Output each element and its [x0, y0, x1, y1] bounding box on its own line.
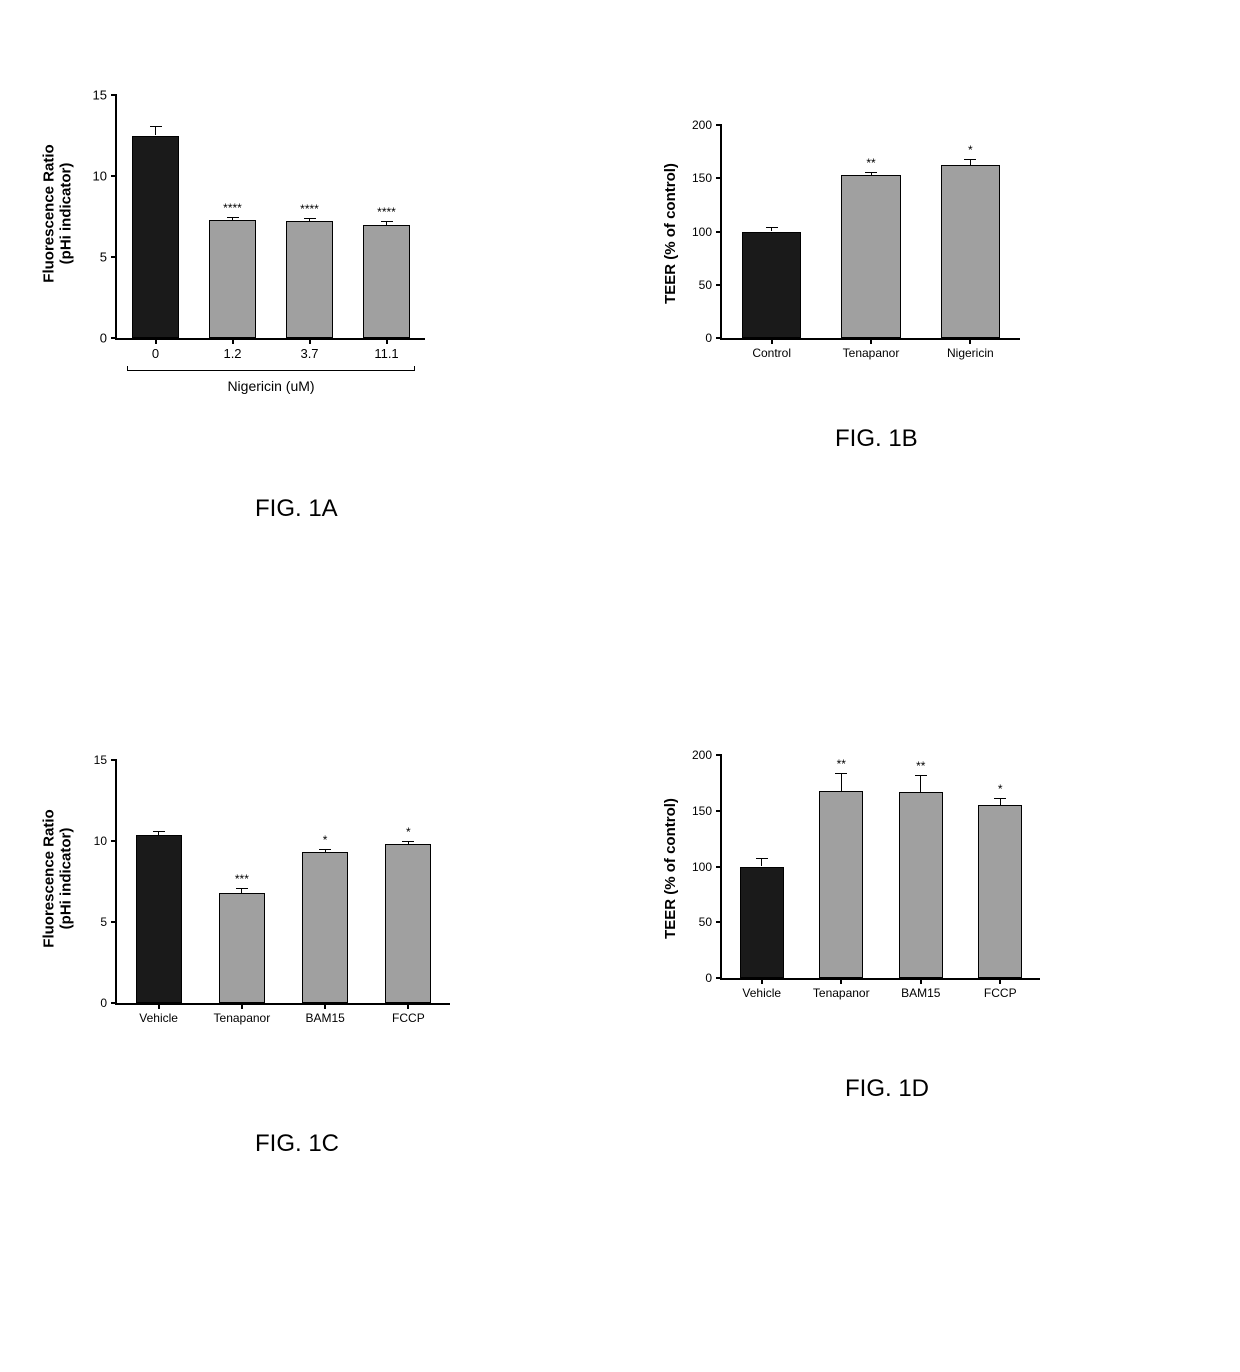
ytick-label: 200	[692, 748, 712, 762]
fig-1b-plot: 050100150200Control**Tenapanor*Nigericin	[720, 125, 1020, 340]
significance-marker: *	[323, 833, 328, 847]
ytick-label: 10	[94, 834, 107, 848]
ytick-label: 0	[705, 971, 712, 985]
fig-1d-plot: 050100150200Vehicle**Tenapanor**BAM15*FC…	[720, 755, 1040, 980]
fig-1a-caption: FIG. 1A	[255, 495, 338, 523]
ytick-label: 150	[692, 804, 712, 818]
fig-1d-caption: FIG. 1D	[845, 1075, 929, 1103]
significance-marker: ***	[235, 872, 249, 886]
ytick-label: 0	[100, 331, 107, 346]
chart-bar	[941, 165, 1001, 338]
ytick-label: 200	[692, 118, 712, 132]
significance-marker: *	[968, 143, 973, 157]
xtick-label: Tenapanor	[843, 346, 900, 360]
ytick-label: 50	[699, 278, 712, 292]
xtick-label: BAM15	[305, 1011, 344, 1025]
ytick-label: 100	[692, 860, 712, 874]
ytick-label: 5	[100, 915, 107, 929]
chart-bar	[132, 136, 178, 339]
significance-marker: **	[916, 759, 925, 773]
fig-1c-ylabel-line1: Fluorescence Ratio	[41, 809, 58, 947]
chart-bar	[740, 867, 784, 979]
ytick-label: 15	[93, 88, 107, 103]
chart-bar	[209, 220, 255, 338]
fig-1a-plot: 0510150****1.2****3.7****11.1Nigericin (…	[115, 95, 425, 340]
fig-1b-caption: FIG. 1B	[835, 425, 918, 453]
xtick-label: Control	[752, 346, 791, 360]
chart-bar	[286, 221, 332, 338]
xtick-label: FCCP	[984, 986, 1017, 1000]
ytick-label: 50	[699, 915, 712, 929]
ytick-label: 150	[692, 171, 712, 185]
ytick-label: 100	[692, 225, 712, 239]
chart-bar	[978, 805, 1022, 978]
fig-1c-ylabel-line2: (pHi indicator)	[57, 828, 74, 930]
xtick-label: 11.1	[374, 346, 398, 361]
chart-bar	[841, 175, 901, 338]
xtick-label: Tenapanor	[214, 1011, 271, 1025]
chart-bar	[385, 844, 431, 1003]
xtick-label: Vehicle	[742, 986, 781, 1000]
fig-1a-ylabel-line2: (pHi indicator)	[57, 163, 74, 265]
fig-1b-ylabel: TEER (% of control)	[662, 163, 679, 304]
fig-1d-ylabel: TEER (% of control)	[662, 798, 679, 939]
ytick-label: 0	[100, 996, 107, 1010]
significance-marker: ****	[223, 201, 242, 215]
chart-bar	[819, 791, 863, 978]
ytick-label: 5	[100, 250, 107, 265]
chart-bar	[899, 792, 943, 978]
chart-bar	[363, 225, 409, 338]
fig-1a-xlabel: Nigericin (uM)	[117, 378, 425, 394]
xtick-label: 3.7	[300, 346, 318, 361]
fig-1a-ylabel-line1: Fluorescence Ratio	[41, 144, 58, 282]
significance-marker: ****	[377, 205, 396, 219]
x-axis-bracket	[127, 370, 415, 371]
xtick-label: BAM15	[901, 986, 940, 1000]
fig-1c-caption: FIG. 1C	[255, 1130, 339, 1158]
xtick-label: Vehicle	[139, 1011, 178, 1025]
significance-marker: **	[866, 156, 875, 170]
ytick-label: 10	[93, 169, 107, 184]
xtick-label: 0	[152, 346, 159, 361]
significance-marker: **	[837, 757, 846, 771]
chart-bar	[219, 893, 265, 1003]
fig-1c-plot: 051015Vehicle***Tenapanor*BAM15*FCCP	[115, 760, 450, 1005]
ytick-label: 15	[94, 753, 107, 767]
xtick-label: Tenapanor	[813, 986, 870, 1000]
xtick-label: 1.2	[223, 346, 241, 361]
significance-marker: *	[998, 782, 1003, 796]
chart-bar	[136, 835, 182, 1003]
significance-marker: ****	[300, 202, 319, 216]
xtick-label: FCCP	[392, 1011, 425, 1025]
significance-marker: *	[406, 825, 411, 839]
chart-bar	[742, 232, 802, 339]
ytick-label: 0	[705, 331, 712, 345]
chart-bar	[302, 852, 348, 1003]
xtick-label: Nigericin	[947, 346, 994, 360]
